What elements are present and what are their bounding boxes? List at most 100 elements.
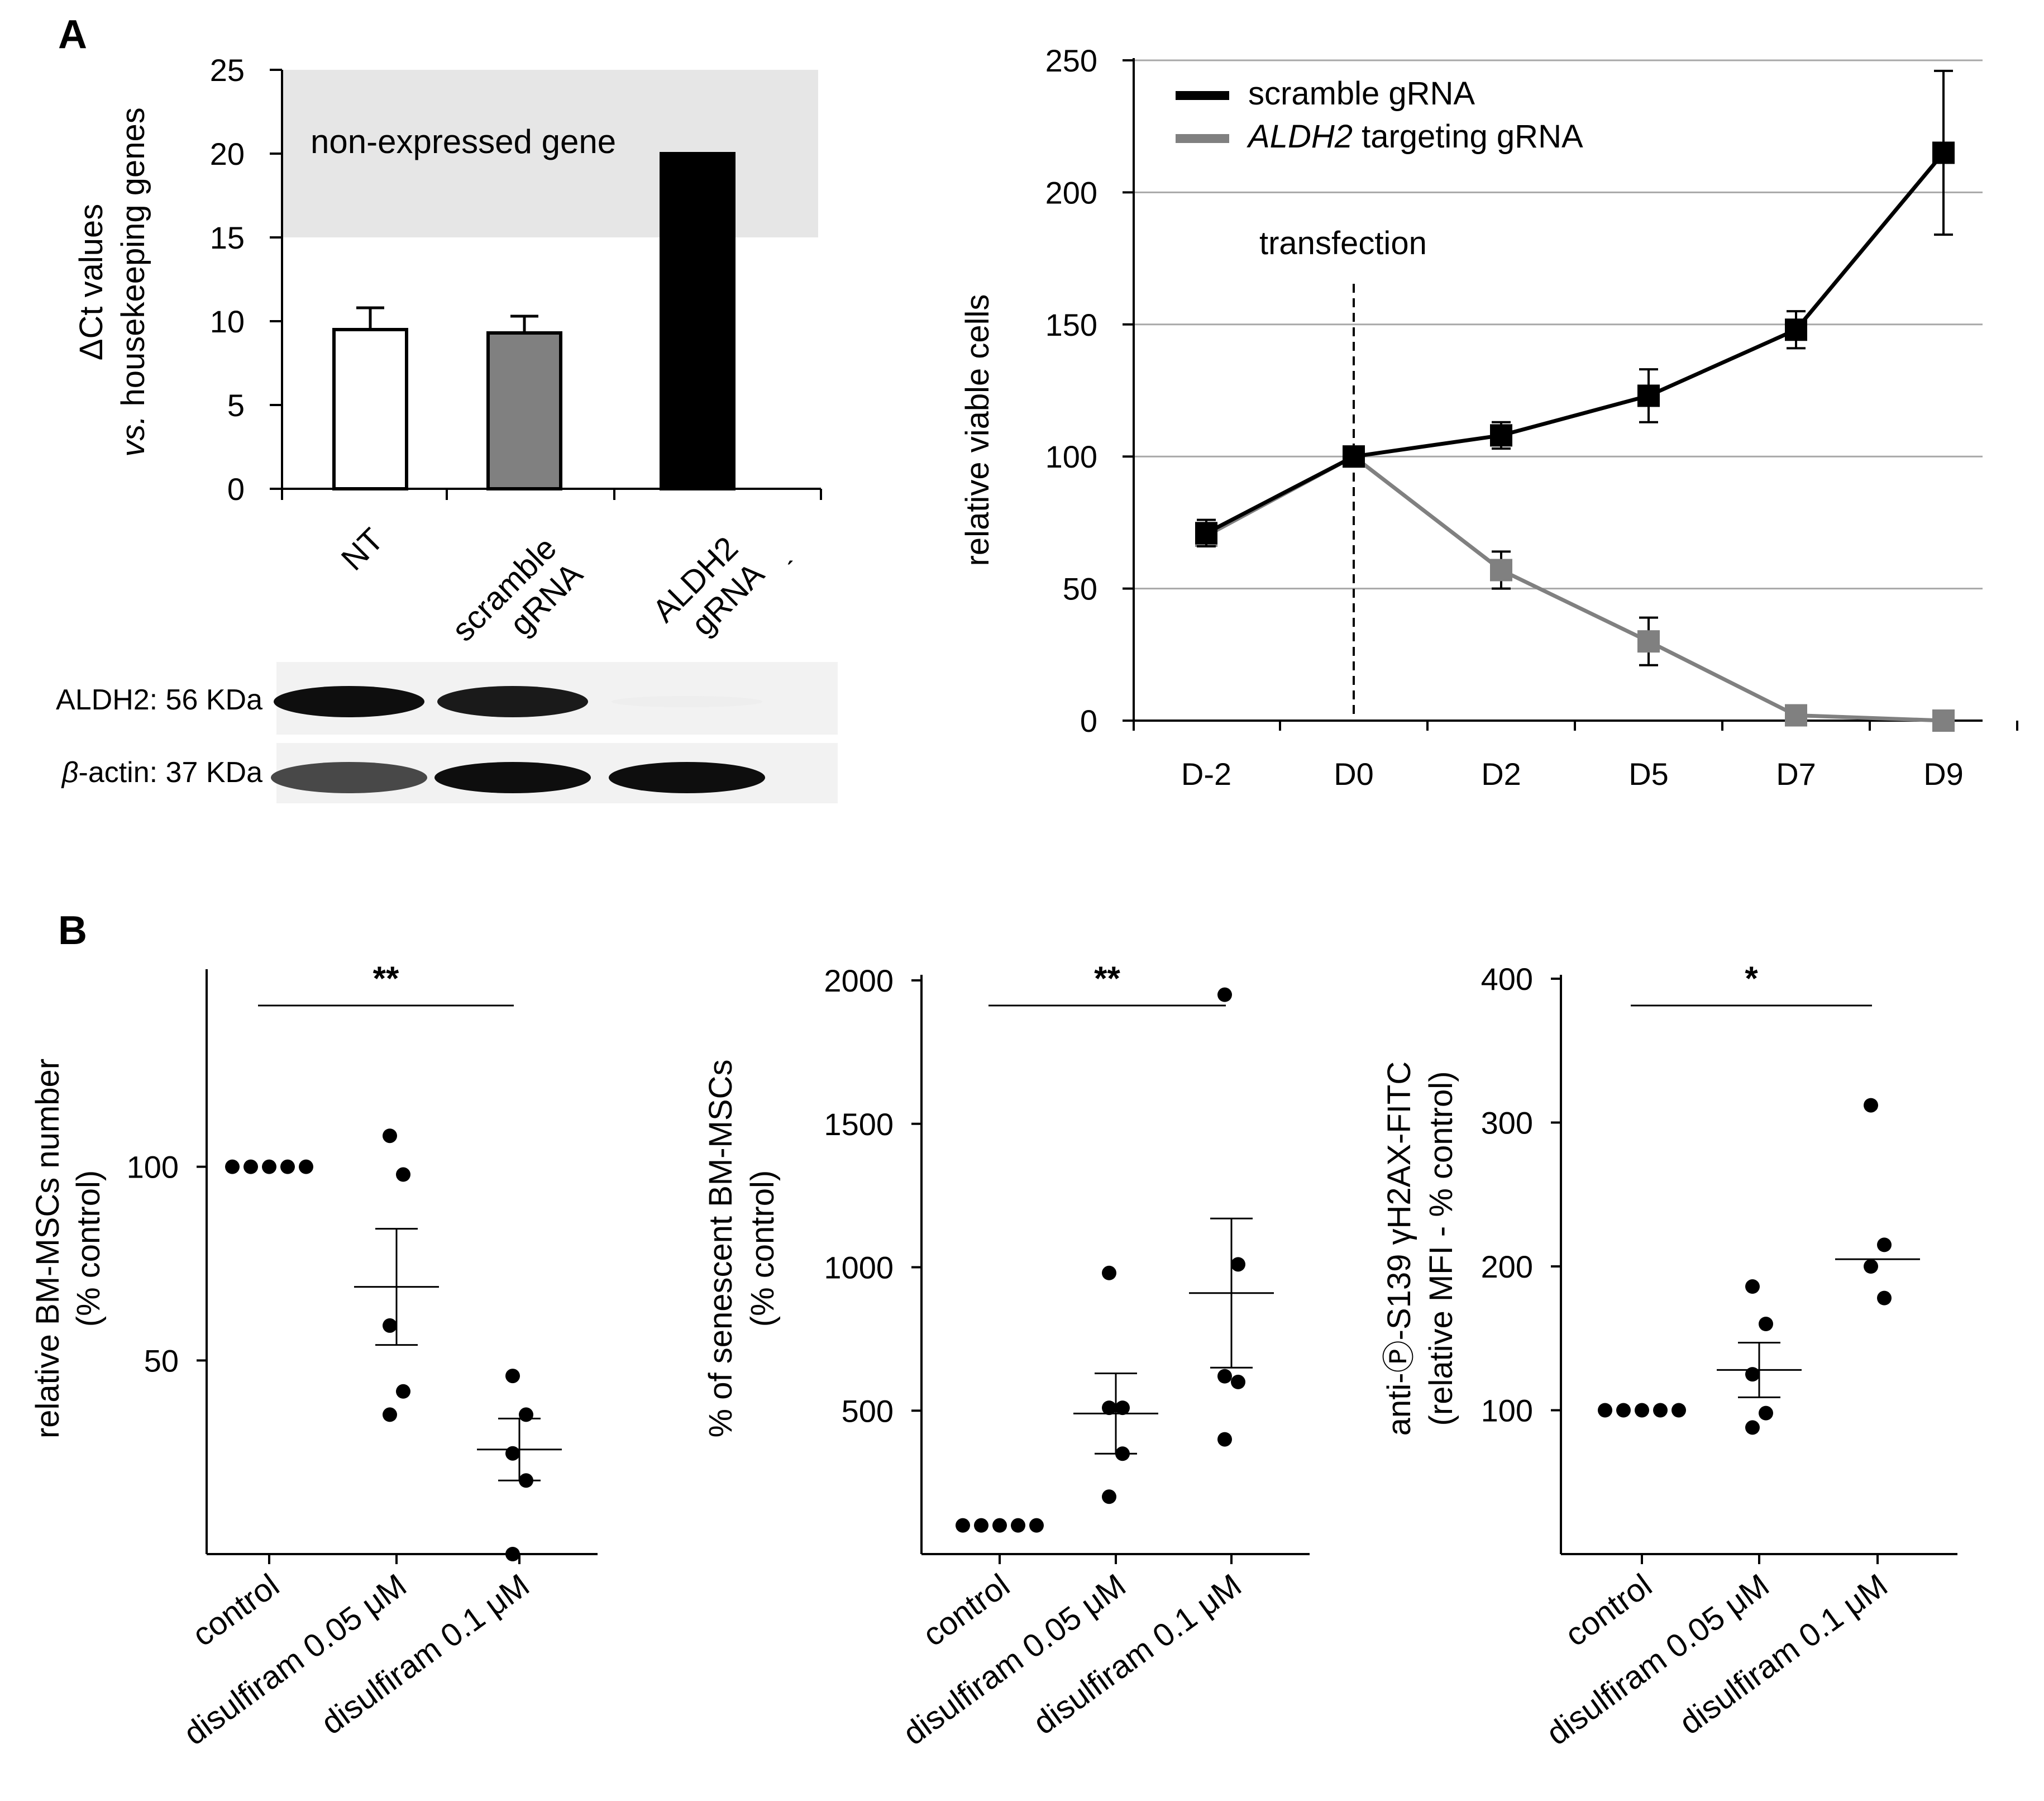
scatter-point (974, 1518, 988, 1533)
series-0-marker (1637, 384, 1660, 407)
scatter-y-tick-label: 400 (1481, 961, 1533, 997)
scatter-y-tick-label: 100 (1481, 1393, 1533, 1428)
blot-band (434, 762, 591, 793)
bar-x-label-nt: NT (335, 521, 391, 578)
line-y-axis-label: relative viable cells (959, 294, 996, 566)
line-y-tick-label: 0 (1080, 703, 1097, 738)
scatter-point (1231, 1374, 1245, 1389)
scatter-point (519, 1407, 533, 1422)
significance-stars: ** (1094, 960, 1120, 997)
bar-y-axis-label: ΔCt values (73, 204, 109, 361)
bar-1 (486, 331, 562, 490)
scatter-chart-b1: relative BM-MSCs number (% control) 50 10… (30, 960, 598, 1752)
scatter-point (396, 1384, 410, 1399)
scatter-y-tick-label: 500 (842, 1393, 894, 1428)
bar-0 (332, 328, 408, 490)
line-x-tick-label: D9 (1923, 756, 1964, 792)
bar-chart: non-expressed gene ΔCt values vs. housek… (73, 53, 822, 674)
scatter-point (1759, 1405, 1773, 1421)
scatter-point (1102, 1489, 1116, 1504)
scatter-y-tick-label: 50 (144, 1343, 179, 1378)
scatter-x-label: disulfiram 0.1 μM (314, 1567, 536, 1742)
scatter-y-tick-label: 1500 (824, 1107, 894, 1142)
line-x-tick-label: D2 (1481, 756, 1521, 792)
scatter-chart-b2: % of senescent BM-MSCs (% control) 500 10… (703, 960, 1310, 1752)
bar-x-label-scramble: scramblegRNA (445, 530, 590, 674)
scatter-point (992, 1518, 1007, 1533)
series-1-marker (1490, 559, 1512, 582)
scatter-point (383, 1407, 397, 1422)
b3-y-axis-label: anti-Ⓟ-S139 γH2AX-FITC (1381, 1061, 1417, 1436)
scatter-point (225, 1159, 240, 1174)
blot-label-actin: β-actin: 37 KDa (61, 756, 262, 789)
scatter-x-label: control (916, 1567, 1016, 1654)
scatter-point (280, 1159, 295, 1174)
scatter-point (505, 1369, 520, 1384)
blot-band (612, 696, 762, 707)
line-chart: relative viable cells transfection scram… (959, 43, 2018, 792)
scatter-point (1217, 1369, 1232, 1384)
scatter-y-tick-label: 100 (127, 1150, 179, 1185)
scatter-point (505, 1547, 520, 1561)
bar-y-tick-label: 5 (227, 388, 245, 423)
legend-swatch-aldh2 (1176, 134, 1229, 143)
line-x-tick-label: D-2 (1181, 756, 1231, 792)
b3-y-axis-label-2: (relative MFI - % control) (1423, 1071, 1459, 1426)
scatter-point (1231, 1257, 1245, 1272)
scatter-x-label: disulfiram 0.1 μM (1026, 1567, 1248, 1742)
scatter-point (1102, 1400, 1116, 1416)
non-expressed-label: non-expressed gene (311, 123, 616, 160)
scatter-y-tick-label: 2000 (824, 963, 894, 998)
stray-mark: ˏ (785, 533, 794, 565)
series-line-0 (1205, 151, 1945, 535)
line-y-tick-label: 100 (1045, 439, 1097, 474)
legend-aldh2: ALDH2 targeting gRNA (1247, 118, 1583, 155)
significance-stars: * (1745, 960, 1758, 997)
blot-label-aldh2: ALDH2: 56 KDa (56, 684, 262, 716)
scatter-point (383, 1318, 397, 1333)
scatter-point (505, 1446, 520, 1461)
scatter-point (1616, 1403, 1631, 1418)
series-1-marker (1785, 704, 1807, 727)
scatter-point (1745, 1279, 1760, 1294)
western-blot: ALDH2: 56 KDa β-actin: 37 KDa (56, 662, 838, 803)
line-y-tick-label: 200 (1045, 175, 1097, 210)
scatter-x-label: control (186, 1567, 286, 1654)
series-0-marker (1932, 141, 1955, 164)
scatter-point (1745, 1420, 1760, 1435)
line-x-tick-label: D7 (1776, 756, 1816, 792)
bar-y-tick-label: 0 (227, 471, 245, 507)
bar-y-axis-label-2: vs. housekeeping genes (115, 107, 151, 457)
series-0-marker (1343, 445, 1365, 468)
scatter-x-label: control (1559, 1567, 1659, 1654)
scatter-point (1635, 1403, 1649, 1418)
scatter-point (1011, 1518, 1025, 1533)
series-1-marker (1932, 709, 1955, 732)
scatter-point (1598, 1403, 1612, 1418)
series-0-marker (1490, 424, 1512, 447)
b2-y-axis-label: % of senescent BM-MSCs (703, 1060, 739, 1438)
panel-label-b: B (58, 908, 87, 953)
legend-swatch-scramble (1176, 91, 1229, 100)
b1-y-axis-label: relative BM-MSCs number (30, 1059, 66, 1438)
scatter-point (1877, 1237, 1892, 1252)
scatter-point (1759, 1317, 1773, 1331)
scatter-x-label: disulfiram 0.1 μM (1673, 1567, 1894, 1742)
bar-x-label-aldh2: ALDH2gRNA (646, 530, 771, 655)
scatter-point (1102, 1265, 1116, 1280)
scatter-point (1115, 1400, 1130, 1416)
line-y-tick-label: 150 (1045, 307, 1097, 342)
scatter-point (1864, 1098, 1878, 1113)
scatter-point (1653, 1403, 1668, 1418)
scatter-point (1877, 1290, 1892, 1306)
panel-label-a: A (58, 12, 87, 57)
series-1-marker (1637, 630, 1660, 653)
scatter-x-label: disulfiram 0.05 μM (177, 1567, 413, 1752)
scatter-point (299, 1159, 313, 1174)
scatter-point (1029, 1518, 1044, 1533)
significance-stars: ** (373, 960, 399, 997)
scatter-x-label: disulfiram 0.05 μM (1540, 1567, 1776, 1752)
bar-y-tick-label: 20 (210, 136, 245, 171)
scatter-y-tick-label: 1000 (824, 1250, 894, 1285)
